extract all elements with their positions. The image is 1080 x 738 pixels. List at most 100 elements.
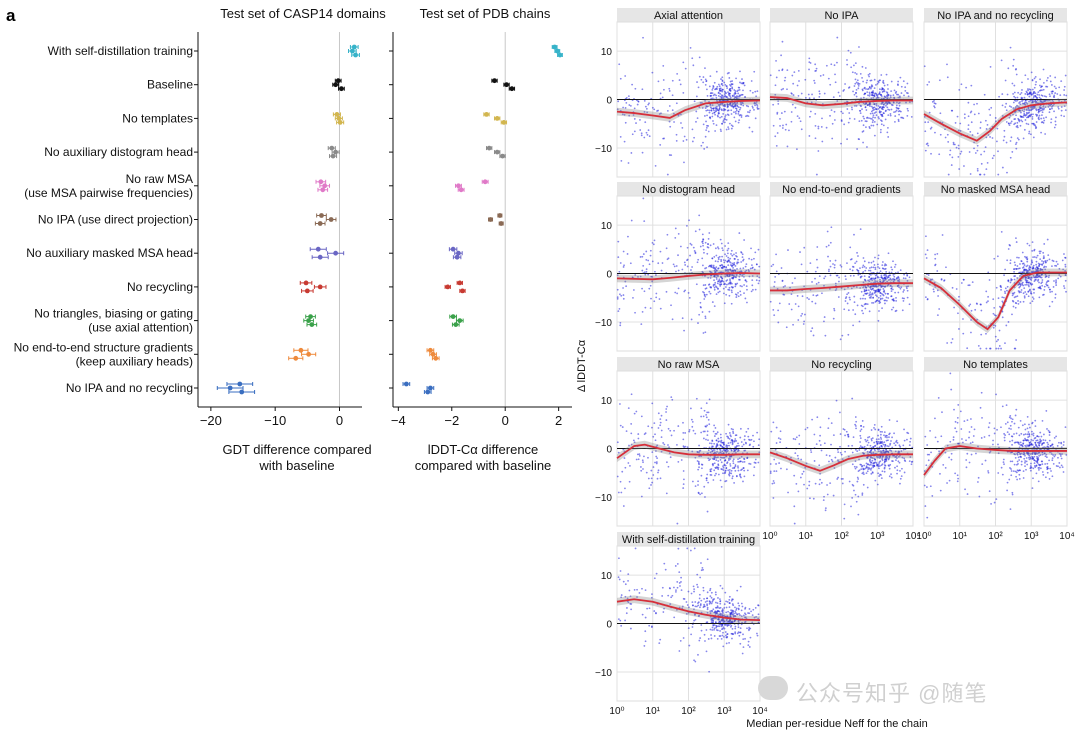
scatter-point [1035,100,1037,103]
scatter-point [976,144,979,147]
scatter-point [989,136,991,138]
scatter-point [1033,90,1036,93]
scatter-point [1020,463,1023,466]
scatter-point [1010,106,1013,108]
scatter-point [856,476,859,479]
scatter-point [863,260,866,263]
scatter-point [888,274,891,277]
scatter-point [1030,71,1033,74]
scatter-point [1011,294,1014,297]
scatter-point [758,279,761,282]
scatter-point [970,309,973,312]
scatter-point [683,261,686,264]
scatter-point [734,438,737,440]
scatter-point [720,130,722,133]
scatter-point [979,121,982,124]
scatter-point [854,92,857,94]
scatter-point [894,291,897,294]
scatter-point [810,330,812,333]
scatter-point [738,89,741,91]
data-point [486,145,492,151]
scatter-point [723,472,726,475]
scatter-point [868,293,871,296]
scatter-point [647,477,650,480]
scatter-point [1060,109,1063,112]
scatter-point [952,141,955,144]
scatter-panel: No IPA [769,8,914,178]
scatter-point [798,117,801,119]
scatter-point [676,73,679,75]
scatter-point [883,431,886,434]
scatter-point [1016,96,1019,99]
scatter-point [872,124,875,127]
scatter-point [1035,108,1037,111]
scatter-point [874,274,877,277]
scatter-point [861,266,864,269]
scatter-point [702,264,704,267]
scatter-point [699,305,702,308]
scatter-point [1037,286,1040,289]
scatter-point [782,124,784,127]
scatter-point [854,262,857,265]
scatter-point [662,65,665,67]
scatter-point [864,92,866,95]
scatter-panel: No end-to-end gradients [769,182,914,352]
scatter-point [1035,278,1037,281]
scatter-point [1029,133,1032,136]
scatter-point [770,430,773,433]
scatter-point [781,40,784,43]
scatter-point [987,134,990,136]
scatter-point [1011,278,1013,281]
scatter-point [673,429,675,432]
scatter-point [889,463,892,466]
scatter-point [879,460,882,463]
scatter-point [722,472,724,475]
scatter-point [1021,120,1024,123]
scatter-point [1045,85,1047,88]
scatter-point [881,107,884,110]
data-point [317,254,323,260]
scatter-point [860,105,863,108]
scatter-point [1017,469,1020,472]
scatter-point [1048,459,1051,462]
scatter-point [859,297,862,300]
scatter-point [1006,171,1008,174]
scatter-point [893,111,895,114]
scatter-point [1055,116,1057,119]
scatter-point [1049,108,1051,111]
scatter-point [1047,286,1050,289]
scatter-point [897,84,899,87]
scatter-point [1005,102,1008,105]
scatter-point [963,420,966,423]
scatter-point [857,271,860,274]
scatter-point [652,466,655,468]
scatter-point [1044,133,1047,135]
scatter-point [963,113,966,116]
scatter-point [854,82,857,85]
scatter-point [958,88,961,91]
scatter-point [1053,94,1056,97]
scatter-point [846,59,848,61]
scatter-point [995,340,998,343]
scatter-point [1030,114,1032,116]
scatter-point [1038,281,1040,284]
scatter-point [790,120,793,123]
scatter-point [863,445,866,448]
scatter-point [1015,67,1017,70]
scatter-point [979,347,982,350]
scatter-point [830,226,833,229]
scatter-point [1006,289,1008,292]
scatter-point [1042,101,1044,104]
scatter-point [728,432,731,434]
scatter-point [937,397,940,399]
scatter-point [830,443,832,446]
scatter-point [833,309,836,312]
scatter-point [728,77,731,79]
scatter-point [924,130,927,133]
scatter-point [773,470,776,473]
scatter-point [891,460,894,463]
scatter-point [739,81,741,84]
scatter-point [953,143,956,146]
scatter-point [738,119,741,122]
data-point [319,213,324,218]
